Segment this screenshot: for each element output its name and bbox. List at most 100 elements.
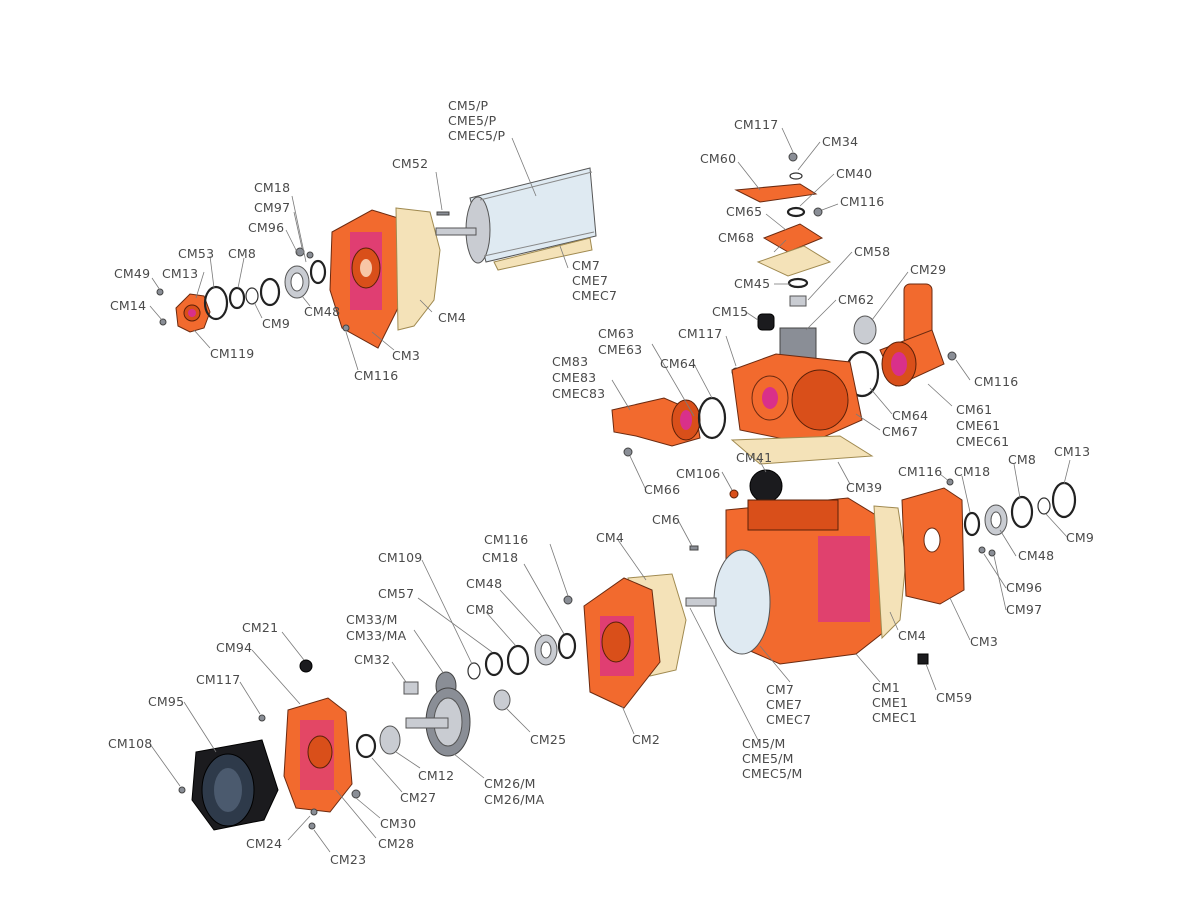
label-cm64-b: CM64 (892, 408, 928, 423)
part-cm65-plate (762, 223, 824, 253)
label-cm28: CM28 (378, 836, 414, 851)
label-cm5m-1: CM5/M (742, 736, 785, 751)
label-cm21: CM21 (242, 620, 278, 635)
part-cm13-ring (259, 277, 281, 307)
part-cm32-nut (403, 681, 419, 695)
label-cm23: CM23 (330, 852, 366, 867)
label-cm5p: CM5/P CME5/P CMEC5/P (448, 98, 506, 143)
part-cm4-gasket-b (873, 505, 907, 640)
part-cm18-ring-c (557, 632, 577, 660)
label-cm53: CM53 (178, 246, 214, 261)
label-cm117-a: CM117 (734, 117, 778, 132)
label-cm48-c: CM48 (466, 576, 502, 591)
label-cm117-c: CM117 (196, 672, 240, 687)
label-cm62: CM62 (838, 292, 874, 307)
part-cm41-ball (749, 469, 783, 503)
label-cm68: CM68 (718, 230, 754, 245)
part-cm13-ring-b (1051, 481, 1077, 519)
part-cm66-screw (623, 447, 633, 457)
label-cm1-1: CM1 (872, 680, 900, 695)
label-cm15: CM15 (712, 304, 748, 319)
label-cm65: CM65 (726, 204, 762, 219)
label-cm3-a: CM3 (392, 348, 420, 363)
part-cm8-ring-b (1010, 495, 1034, 529)
label-cm66: CM66 (644, 482, 680, 497)
part-cm94-gearbox (283, 697, 353, 813)
part-cm26-gear (405, 687, 471, 757)
part-cm1-body (685, 497, 885, 665)
label-cm24: CM24 (246, 836, 282, 851)
part-cm23-screw (308, 822, 316, 830)
part-cm25-bearing (493, 689, 511, 711)
label-cm116-b: CM116 (840, 194, 884, 209)
part-cm45-ring (787, 277, 809, 289)
part-cm62-valve (853, 315, 877, 345)
label-cm40: CM40 (836, 166, 872, 181)
label-cm7-b-2: CME7 (766, 697, 802, 712)
label-cm5p-1: CM5/P (448, 98, 488, 113)
label-cm119: CM119 (210, 346, 254, 361)
part-cm9-ring (245, 287, 259, 305)
label-cm34: CM34 (822, 134, 858, 149)
part-cm15-cap (757, 313, 775, 331)
part-cm48-bearing-c (534, 634, 558, 666)
label-cm67: CM67 (882, 424, 918, 439)
part-cm95-guard (191, 739, 279, 831)
label-cm33: CM33/M CM33/MA (346, 612, 407, 643)
label-cm117-b: CM117 (678, 326, 722, 341)
label-cm13-a: CM13 (162, 266, 198, 281)
part-cm48-bearing-b (984, 504, 1008, 536)
part-cm53-oring (203, 285, 229, 321)
label-cm33-2: CM33/MA (346, 628, 407, 643)
part-cm116-screw-b (813, 207, 823, 217)
label-cm61-1: CM61 (956, 402, 992, 417)
part-cm8-ring (228, 286, 246, 310)
part-cm108-screw (178, 786, 186, 794)
part-cm97-nut (306, 251, 314, 259)
part-cm8-ring-c (506, 644, 530, 676)
label-cm94: CM94 (216, 640, 252, 655)
part-cm116-screw-c (947, 351, 957, 361)
label-cm18-a: CM18 (254, 180, 290, 195)
label-cm26-1: CM26/M (484, 776, 536, 791)
part-cm52-pin (436, 211, 450, 216)
part-cm61-elbow (879, 283, 945, 387)
label-cm4-c: CM4 (596, 530, 624, 545)
part-cm24-screw (310, 808, 318, 816)
part-cm106-plug (729, 489, 739, 499)
part-cm5p-rotor (435, 167, 597, 271)
leader-lines (149, 127, 1071, 853)
label-cm45: CM45 (734, 276, 770, 291)
label-cm116-c: CM116 (974, 374, 1018, 389)
label-cm106: CM106 (676, 466, 720, 481)
part-cm64-oring-b (697, 396, 727, 440)
part-cm49-screw (156, 288, 164, 296)
label-cm3-b: CM3 (970, 634, 998, 649)
part-cm30-plug (351, 789, 361, 799)
lower-left-assembly (178, 659, 471, 831)
label-cm6: CM6 (652, 512, 680, 527)
part-cm117-screw-c (258, 714, 266, 722)
label-cm4-a: CM4 (438, 310, 466, 325)
part-cm18-ring-b (963, 511, 981, 537)
label-cm14: CM14 (110, 298, 146, 313)
label-cm1: CM1 CME1 CMEC1 (872, 680, 917, 725)
part-cm48-bearing (284, 265, 310, 299)
label-cm116-e: CM116 (484, 532, 528, 547)
part-cm14-screw (159, 318, 167, 326)
part-cm96-screw-b (978, 546, 986, 554)
part-cm67-body (731, 327, 863, 445)
label-cm96-a: CM96 (248, 220, 284, 235)
label-cm1-2: CME1 (872, 695, 908, 710)
part-cm3-cover-b (901, 487, 965, 605)
label-cm63-1: CM63 (598, 326, 634, 341)
part-cm6-key (689, 545, 699, 551)
part-cm83-elbow (611, 397, 701, 447)
label-cm7-b-1: CM7 (766, 682, 794, 697)
part-cm27-ring (355, 733, 377, 759)
label-cm83: CM83 CME83 CMEC83 (552, 354, 605, 401)
upper-left-assembly (156, 167, 597, 349)
label-cm48-a: CM48 (304, 304, 340, 319)
